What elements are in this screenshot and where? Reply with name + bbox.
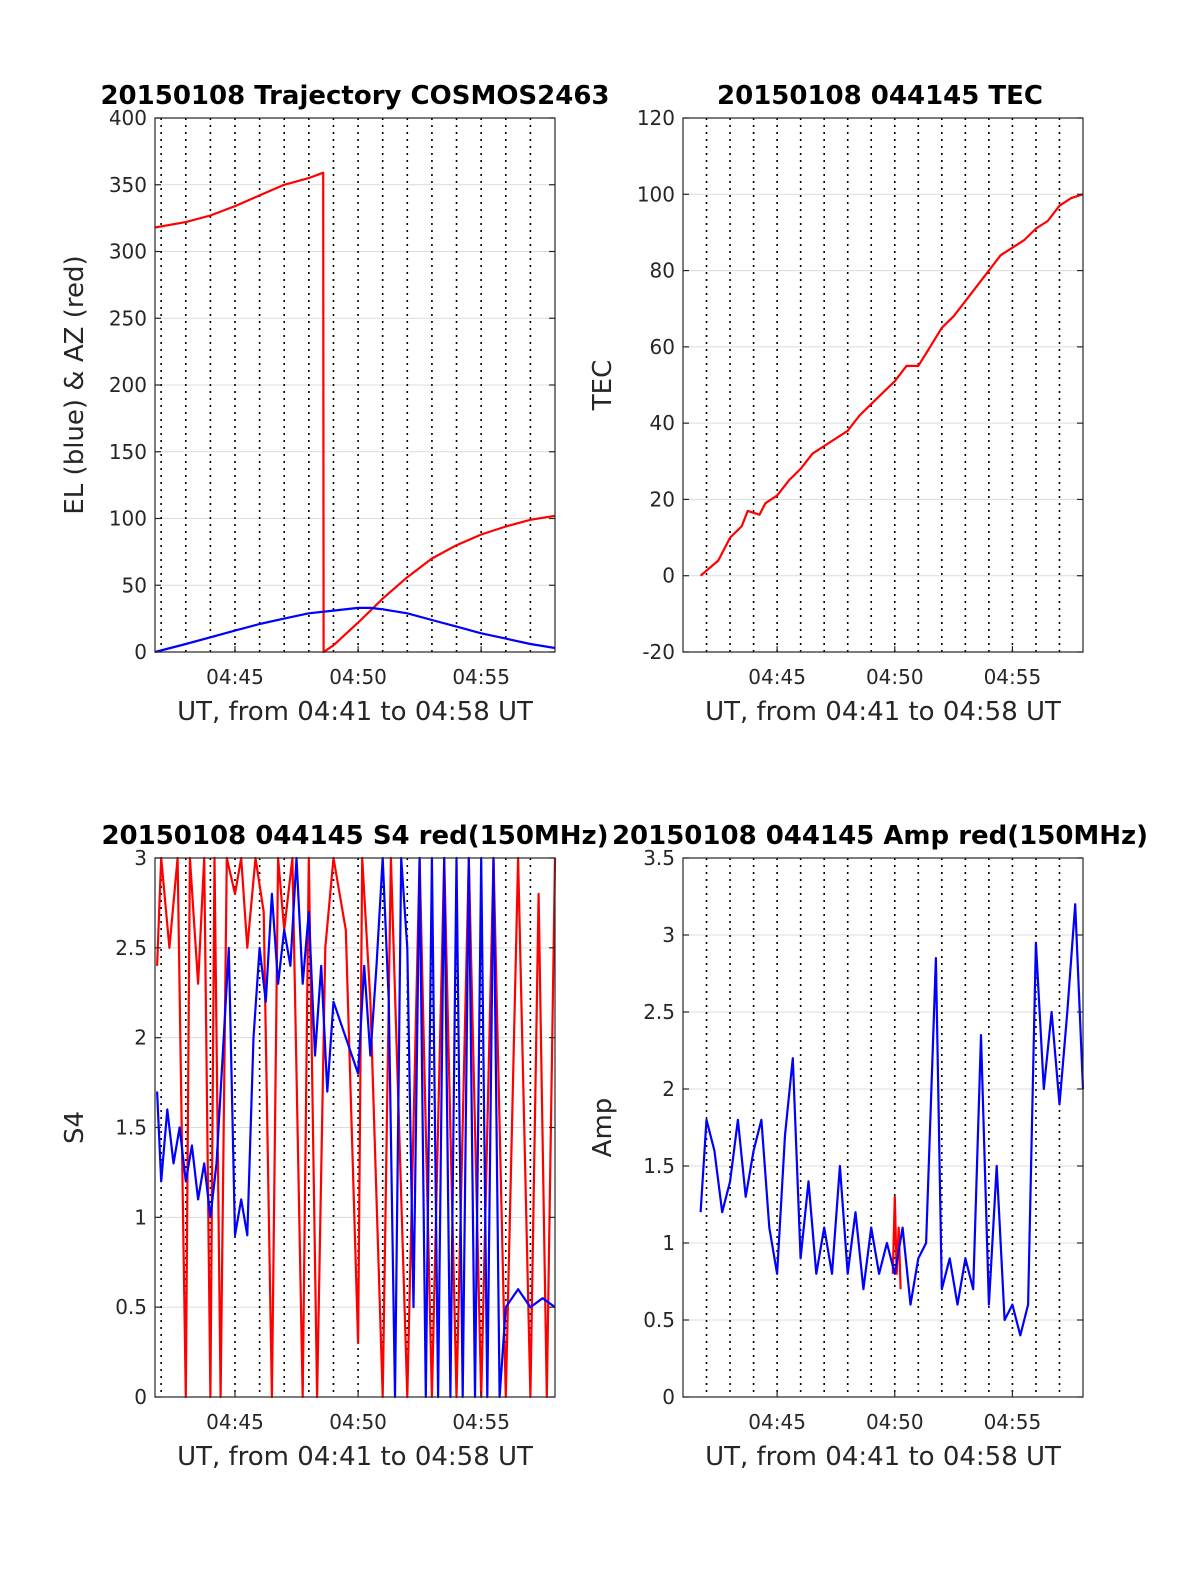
y-tick-label: 0.5 [643, 1308, 675, 1332]
y-tick-label: 1.5 [643, 1154, 675, 1178]
y-tick-label: 200 [109, 373, 147, 397]
y-tick-label: 0 [662, 1385, 675, 1409]
y-tick-label: 3 [662, 923, 675, 947]
x-tick-label: 04:55 [452, 665, 510, 689]
y-tick-label: 60 [650, 335, 675, 359]
series-line-0 [154, 171, 556, 654]
x-axis-label: UT, from 04:41 to 04:58 UT [177, 1442, 533, 1472]
panel-amp: 0 0.5 1 1.5 2 2.5 3 3.5 04:45 04:50 04:55 20150108… [588, 821, 1148, 1472]
y-axis-label: TEC [588, 360, 618, 411]
x-tick-label: 04:45 [206, 1410, 264, 1434]
y-tick-label: -20 [642, 640, 675, 664]
chart-title: 20150108 044145 TEC [717, 81, 1043, 111]
y-tick-label: 100 [637, 182, 675, 206]
y-axis-label: Amp [588, 1098, 618, 1158]
x-axis-label: UT, from 04:41 to 04:58 UT [705, 697, 1061, 727]
series-line-1 [699, 903, 1085, 1337]
y-tick-label: 250 [109, 306, 147, 330]
y-tick-label: 50 [122, 573, 147, 597]
y-tick-label: 2.5 [643, 1000, 675, 1024]
y-tick-label: 400 [109, 106, 147, 130]
plot-frame [682, 857, 1084, 1398]
y-tick-label: 1 [134, 1205, 147, 1229]
y-tick-label: 2 [134, 1026, 147, 1050]
x-tick-label: 04:50 [866, 1410, 924, 1434]
series-line-1 [154, 606, 556, 654]
x-tick-label: 04:50 [329, 665, 387, 689]
x-tick-label: 04:55 [984, 665, 1042, 689]
y-tick-label: 1.5 [115, 1116, 147, 1140]
chart-title: 20150108 Trajectory COSMOS2463 [100, 81, 609, 111]
x-axis-label: UT, from 04:41 to 04:58 UT [177, 697, 533, 727]
y-tick-label: 350 [109, 173, 147, 197]
y-tick-label: 100 [109, 507, 147, 531]
chart-title: 20150108 044145 Amp red(150MHz) [612, 821, 1148, 851]
x-tick-label: 04:45 [748, 665, 806, 689]
y-tick-label: 20 [650, 487, 675, 511]
y-tick-label: 3 [134, 846, 147, 870]
y-tick-label: 0 [134, 640, 147, 664]
y-tick-label: 2.5 [115, 936, 147, 960]
y-tick-label: 0 [134, 1385, 147, 1409]
x-tick-label: 04:45 [206, 665, 264, 689]
y-tick-label: 1 [662, 1231, 675, 1255]
y-tick-label: 2 [662, 1077, 675, 1101]
y-tick-label: 120 [637, 106, 675, 130]
x-tick-label: 04:55 [452, 1410, 510, 1434]
series-line-0 [156, 856, 557, 1399]
x-tick-label: 04:50 [329, 1410, 387, 1434]
x-axis-label: UT, from 04:41 to 04:58 UT [705, 1442, 1061, 1472]
y-tick-label: 150 [109, 440, 147, 464]
series-line-0 [699, 193, 1084, 577]
y-tick-label: 40 [650, 411, 675, 435]
x-tick-label: 04:55 [984, 1410, 1042, 1434]
y-axis-label: S4 [60, 1111, 90, 1144]
series-line-1 [156, 856, 556, 1399]
y-tick-label: 300 [109, 240, 147, 264]
plot-frame [682, 117, 1084, 653]
y-tick-label: 0.5 [115, 1295, 147, 1319]
panel-tec: -20 0 20 40 60 80 100 120 04:45 04:50 04:55 201501… [588, 81, 1084, 727]
x-tick-label: 04:50 [866, 665, 924, 689]
y-tick-label: 0 [662, 564, 675, 588]
y-tick-label: 80 [650, 259, 675, 283]
x-tick-label: 04:45 [748, 1410, 806, 1434]
y-tick-label: 3.5 [643, 846, 675, 870]
panel-s4: 0 0.5 1 1.5 2 2.5 3 04:45 04:50 04:55 20150108 04… [60, 821, 609, 1472]
y-axis-label: EL (blue) & AZ (red) [60, 255, 90, 514]
chart-title: 20150108 044145 S4 red(150MHz) [101, 821, 608, 851]
